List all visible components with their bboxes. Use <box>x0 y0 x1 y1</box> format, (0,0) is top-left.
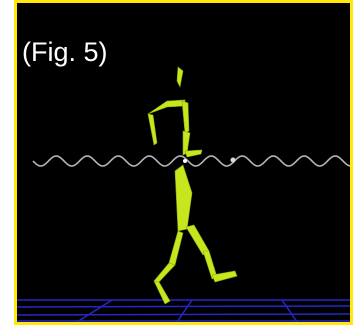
left-foot <box>153 280 171 305</box>
shoulder-segment <box>147 99 186 115</box>
video-frame: (Fig. 5) <box>14 0 353 325</box>
right-hand <box>184 149 203 158</box>
right-foot <box>211 270 238 283</box>
left-shin <box>153 262 176 284</box>
trajectory-marker <box>230 157 236 163</box>
right-thigh <box>185 224 210 256</box>
right-upper-arm <box>181 100 190 134</box>
floor-grid <box>17 299 350 322</box>
torso-segment <box>174 164 193 232</box>
left-upper-arm <box>147 113 158 146</box>
joint-marker <box>183 159 187 163</box>
trajectory-curve <box>32 155 350 167</box>
left-thigh <box>168 230 184 266</box>
walking-figure <box>147 66 238 305</box>
motion-capture-viewport <box>17 66 350 322</box>
figure-label: (Fig. 5) <box>22 37 108 67</box>
head-segment <box>176 66 184 88</box>
